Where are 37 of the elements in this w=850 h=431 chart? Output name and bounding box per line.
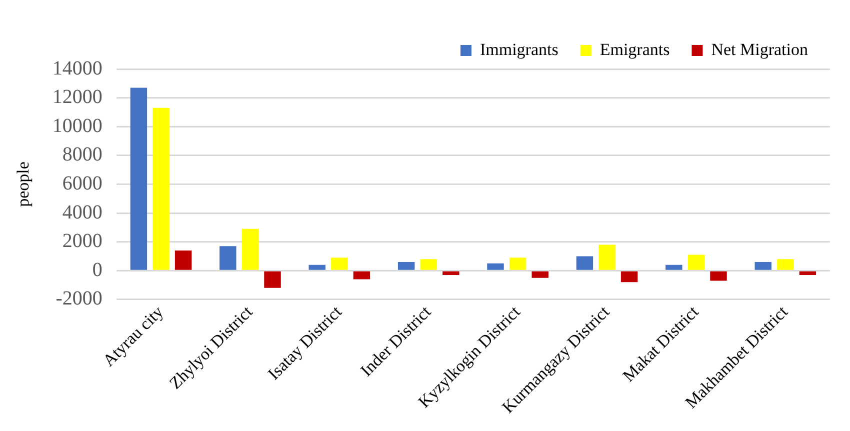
bar bbox=[598, 244, 616, 270]
bar bbox=[442, 271, 460, 275]
bar bbox=[220, 246, 236, 270]
y-tick-label: 10000 bbox=[52, 114, 102, 137]
y-tick-label: 12000 bbox=[52, 86, 102, 108]
y-tick-label: 0 bbox=[92, 258, 102, 281]
bar bbox=[620, 271, 638, 282]
bar bbox=[353, 271, 370, 280]
y-tick-label: 6000 bbox=[62, 172, 102, 194]
bar bbox=[532, 271, 548, 278]
legend-label: Net Migration bbox=[711, 40, 808, 59]
bar bbox=[799, 271, 816, 275]
bar bbox=[688, 254, 705, 270]
bar bbox=[264, 271, 281, 288]
legend-label: Emigrants bbox=[600, 40, 670, 59]
bar bbox=[777, 259, 794, 270]
bar bbox=[487, 263, 504, 270]
y-tick-label: 4000 bbox=[62, 201, 102, 224]
bar bbox=[710, 271, 727, 281]
bar bbox=[754, 262, 772, 270]
bar bbox=[152, 108, 170, 270]
bar bbox=[509, 258, 526, 270]
y-axis-title: people bbox=[14, 162, 33, 207]
bar bbox=[331, 258, 348, 270]
bar bbox=[308, 264, 326, 270]
y-tick-label: 2000 bbox=[62, 230, 102, 252]
bar bbox=[420, 259, 437, 270]
y-tick-label: 8000 bbox=[62, 144, 102, 166]
legend-label: Immigrants bbox=[480, 40, 558, 59]
bar bbox=[398, 262, 415, 270]
bar bbox=[174, 250, 192, 270]
y-tick-label: -2000 bbox=[56, 288, 102, 310]
bar bbox=[130, 88, 148, 270]
bar bbox=[576, 256, 594, 270]
y-tick-label: 14000 bbox=[52, 57, 102, 80]
bar bbox=[666, 264, 682, 270]
bar bbox=[242, 228, 259, 270]
